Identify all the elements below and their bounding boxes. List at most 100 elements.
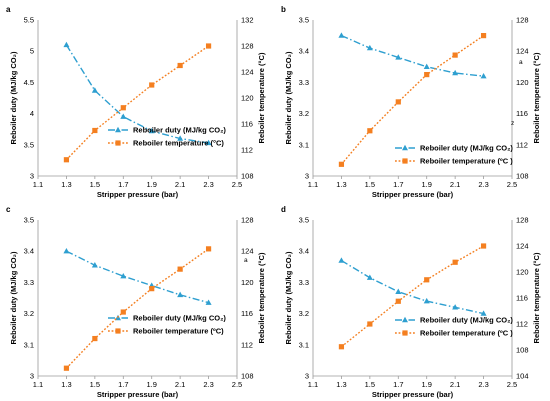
y-axis-label: Reboiler duty (MJ/kg CO₂) <box>9 51 18 144</box>
y-tick-label: 3 <box>305 372 309 381</box>
legend-marker <box>115 126 121 133</box>
x-tick-label: 1.9 <box>146 380 156 389</box>
duty-point <box>395 288 402 294</box>
duty-point <box>177 291 184 298</box>
x-tick-label: 1.3 <box>61 180 71 189</box>
y2-tick-label: 124 <box>516 47 529 56</box>
x-tick-label: 1.3 <box>336 180 346 189</box>
y2-tick-label: 108 <box>516 172 529 181</box>
duty-point <box>91 87 98 93</box>
y2-axis-label: Reboiler temperature (°C) <box>532 252 541 343</box>
x-tick-label: 1.5 <box>90 180 100 189</box>
y-tick-label: 3.5 <box>24 216 34 225</box>
legend-marker <box>402 316 408 323</box>
y-tick-label: 3.3 <box>299 78 309 87</box>
legend-marker <box>402 144 408 151</box>
temperature-point <box>424 277 430 283</box>
x-tick-label: 1.5 <box>365 380 375 389</box>
panel-letter: c <box>6 205 11 214</box>
duty-point <box>480 310 487 316</box>
y2-tick-label: 108 <box>516 346 529 355</box>
panel-letter: a <box>6 5 11 14</box>
y-tick-label: 3.4 <box>299 47 309 56</box>
temperature-point <box>120 309 126 315</box>
panel-b: b 1.1 1.3 1.5 1.7 1.9 2.1 2.3 2.5 3 3.1 3.2 3.3 3.4 3.… <box>281 5 541 199</box>
temperature-point <box>205 246 212 252</box>
x-tick-label: 1.1 <box>33 380 43 389</box>
legend-label: Reboiler temperature (ºC) <box>133 327 224 336</box>
y-tick-label: 3.4 <box>299 247 309 256</box>
y-tick-label: 3.1 <box>299 140 309 149</box>
y2-tick-label: 112 <box>241 146 253 155</box>
y2-tick-label: 116 <box>516 109 528 118</box>
duty-point <box>480 72 487 79</box>
x-tick-label: 2.5 <box>507 380 517 389</box>
y-tick-label: 5 <box>30 47 34 56</box>
temperature-point <box>452 259 458 265</box>
temperature-point <box>63 157 70 163</box>
y2-tick-label: 128 <box>241 42 254 51</box>
legend-label: Reboiler temperature (ºC ) <box>420 157 513 166</box>
series-line-duty <box>65 44 209 144</box>
series-line-temperature <box>340 245 484 348</box>
duty-point <box>366 274 373 280</box>
x-tick-label: 2.5 <box>232 380 242 389</box>
y2-tick-label: 116 <box>241 120 253 129</box>
x-tick-label: 2.3 <box>203 380 213 389</box>
y2-tick-label: 132 <box>241 16 254 25</box>
temperature-point <box>63 365 70 371</box>
x-tick-label: 2.1 <box>450 180 460 189</box>
series-line-temperature <box>340 35 484 165</box>
temperature-point <box>92 127 98 134</box>
x-tick-label: 1.5 <box>365 180 375 189</box>
series-line-temperature <box>65 248 209 369</box>
y2-tick-label: 116 <box>516 294 528 303</box>
x-tick-label: 1.7 <box>118 180 128 189</box>
temperature-point <box>452 52 458 58</box>
x-tick-label: 2.5 <box>232 180 242 189</box>
y-tick-label: 5.5 <box>24 16 34 25</box>
series-line-duty <box>66 250 209 304</box>
x-tick-label: 1.1 <box>308 180 318 189</box>
temperature-point <box>395 99 401 105</box>
temperature-point <box>149 82 155 88</box>
x-tick-label: 1.1 <box>308 380 318 389</box>
x-tick-label: 1.9 <box>421 380 431 389</box>
y2-tick-label: 124 <box>241 247 254 256</box>
y2-tick-label: 108 <box>241 172 254 181</box>
panel-letter: d <box>281 205 286 214</box>
legend-marker <box>115 140 121 146</box>
temperature-point <box>177 62 183 69</box>
y-tick-label: 3.3 <box>299 278 309 287</box>
y-tick-label: 4 <box>30 109 34 118</box>
x-tick-label: 2.3 <box>203 180 213 189</box>
x-tick-label: 1.7 <box>393 180 403 189</box>
y2-tick-label: 116 <box>241 309 253 318</box>
y2-tick-label: 104 <box>516 372 529 381</box>
y-tick-label: 3.1 <box>299 340 309 349</box>
x-tick-label: 2.1 <box>450 380 460 389</box>
duty-point <box>63 248 70 254</box>
panel-d: d 1.1 1.3 1.5 1.7 1.9 2.1 2.3 2.5 3 3.1 3.2 3.3 3.4 3.… <box>281 205 541 399</box>
temperature-point <box>149 286 155 292</box>
temperature-point <box>480 243 487 249</box>
y-tick-label: 3.3 <box>24 278 34 287</box>
x-tick-label: 1.3 <box>61 380 71 389</box>
temperature-point <box>367 321 373 327</box>
duty-point <box>395 54 402 60</box>
y-tick-label: 3 <box>30 172 34 181</box>
series-line-temperature <box>65 45 209 161</box>
duty-point <box>91 262 98 268</box>
series-line-duty <box>341 34 484 77</box>
x-tick-label: 1.9 <box>421 180 431 189</box>
legend-label: Reboiler duty (MJ/kg CO₂) <box>420 316 513 325</box>
x-tick-label: 2.3 <box>478 180 488 189</box>
temperature-point <box>177 266 183 272</box>
stray-mark: a <box>244 257 248 264</box>
y-axis-label: Reboiler duty (MJ/kg CO₂) <box>284 251 293 344</box>
y-tick-label: 3.2 <box>24 309 34 318</box>
y-tick-label: 4.5 <box>24 78 34 87</box>
x-axis-label: Stripper pressure (bar) <box>97 190 179 199</box>
temperature-point <box>338 161 345 167</box>
